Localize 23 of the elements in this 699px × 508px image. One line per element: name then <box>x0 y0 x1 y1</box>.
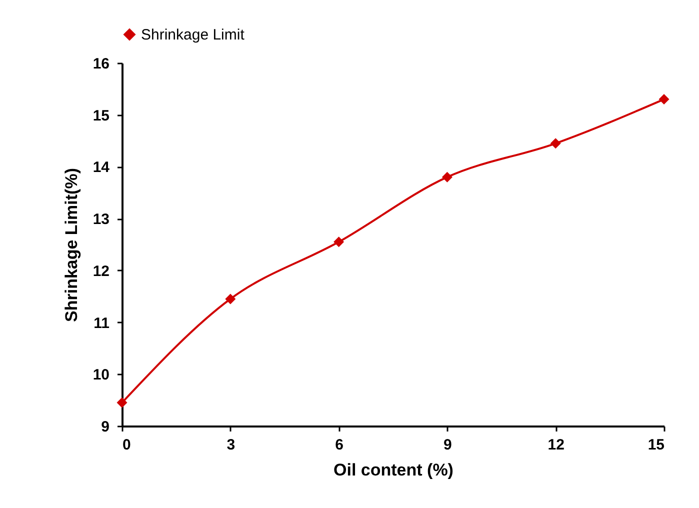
x-tick-label: 12 <box>548 436 564 454</box>
point <box>550 138 561 149</box>
y-tick-label: 13 <box>92 211 110 228</box>
point <box>225 294 236 304</box>
point <box>334 236 344 248</box>
legend-label: Shrinkage Limit <box>141 26 246 44</box>
y-tick-label: 16 <box>92 56 110 72</box>
y-tick-label: 14 <box>92 159 110 176</box>
y-tick-label: 10 <box>92 366 110 384</box>
x-tick-label: 9 <box>444 436 452 454</box>
y-tick-label: 11 <box>94 314 110 332</box>
point <box>442 172 452 182</box>
x-tick-label: 6 <box>335 436 344 454</box>
y-tick-label: 15 <box>92 107 110 124</box>
y-axis-title: Shrinkage Limit(%) <box>62 168 81 322</box>
x-tick-label: 3 <box>226 436 236 454</box>
x-tick-label: 15 <box>648 436 664 454</box>
point <box>658 94 670 105</box>
x-tick-label: 0 <box>122 436 131 454</box>
point <box>116 397 128 408</box>
x-axis-title: Oil content (%) <box>334 460 454 480</box>
y-tick-label: 9 <box>101 418 110 436</box>
y-tick-label: 12 <box>92 262 110 280</box>
